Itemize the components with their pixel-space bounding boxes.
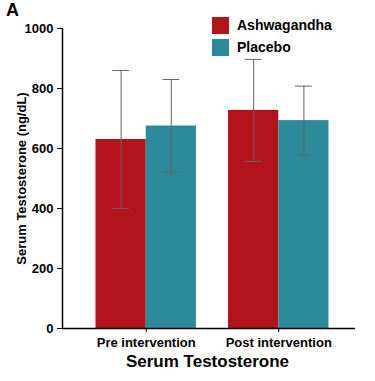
html-text:A: A [6, 0, 19, 20]
svg-text:400: 400 [32, 201, 54, 216]
html-text:Ashwagandha: Ashwagandha [237, 17, 332, 33]
svg-text:1000: 1000 [25, 21, 54, 36]
html-text:Placebo: Placebo [237, 39, 291, 55]
svg-text:600: 600 [32, 141, 54, 156]
svg-text:Post intervention: Post intervention [226, 335, 332, 350]
svg-text:Serum Testosterone (ng/dL): Serum Testosterone (ng/dL) [14, 92, 29, 264]
svg-text:800: 800 [32, 81, 54, 96]
svg-text:Pre intervention: Pre intervention [97, 335, 196, 350]
html-text:Serum Testosterone: Serum Testosterone [125, 352, 290, 371]
svg-text:0: 0 [46, 321, 53, 336]
svg-text:200: 200 [32, 261, 54, 276]
